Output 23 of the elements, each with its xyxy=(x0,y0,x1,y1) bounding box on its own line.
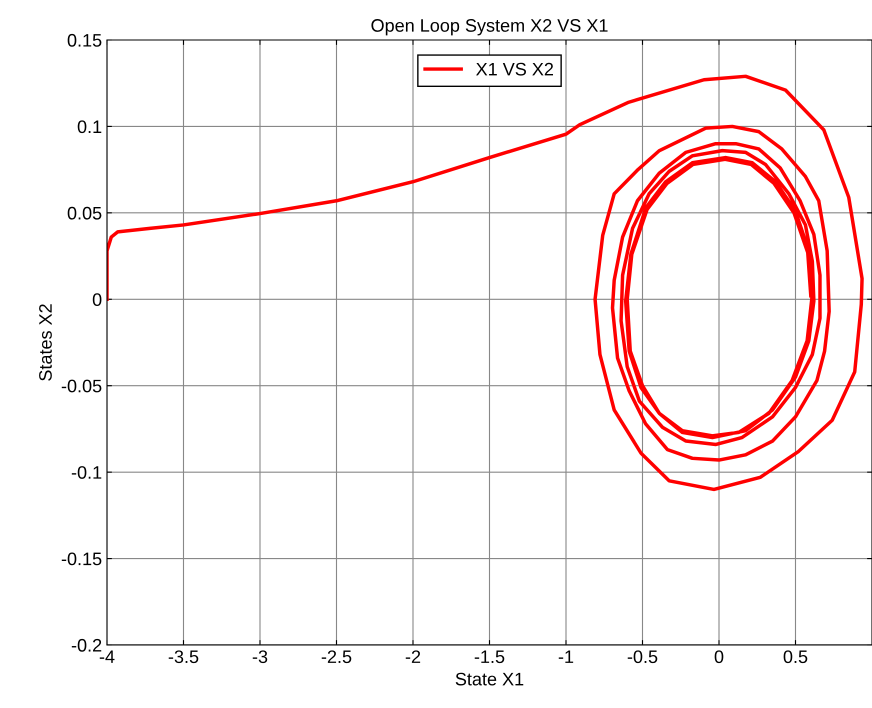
y-tick-label: -0.15 xyxy=(62,552,102,566)
y-axis-title: States X2 xyxy=(39,304,52,381)
x-tick-label: -0.5 xyxy=(628,650,658,664)
y-tick-label: -0.05 xyxy=(62,380,102,392)
x-tick-label: -4 xyxy=(100,650,114,663)
y-tick-label: -0.1 xyxy=(72,466,102,479)
chart-title: Open Loop System X2 VS X1 xyxy=(371,19,608,36)
y-tick-label: -0.2 xyxy=(72,638,102,652)
y-tick-label: 0 xyxy=(92,293,102,306)
x-tick-label: 0 xyxy=(714,650,724,664)
x-tick-label: -1 xyxy=(558,650,574,663)
line-series xyxy=(106,74,864,492)
x-tick-label: -2 xyxy=(406,650,420,663)
x-tick-label: -2.5 xyxy=(322,650,352,664)
x-tick-label: -3 xyxy=(252,650,268,664)
x-tick-label: 0.5 xyxy=(784,650,808,664)
legend-label: X1 VS X2 xyxy=(476,62,554,76)
y-tick-label: 0.05 xyxy=(68,206,102,220)
y-tick-label: 0.15 xyxy=(68,34,102,47)
x-tick-label: -1.5 xyxy=(474,650,504,664)
y-tick-label: 0.1 xyxy=(78,120,102,134)
x-tick-label: -3.5 xyxy=(168,650,198,664)
x-axis-title: State X1 xyxy=(456,672,524,686)
